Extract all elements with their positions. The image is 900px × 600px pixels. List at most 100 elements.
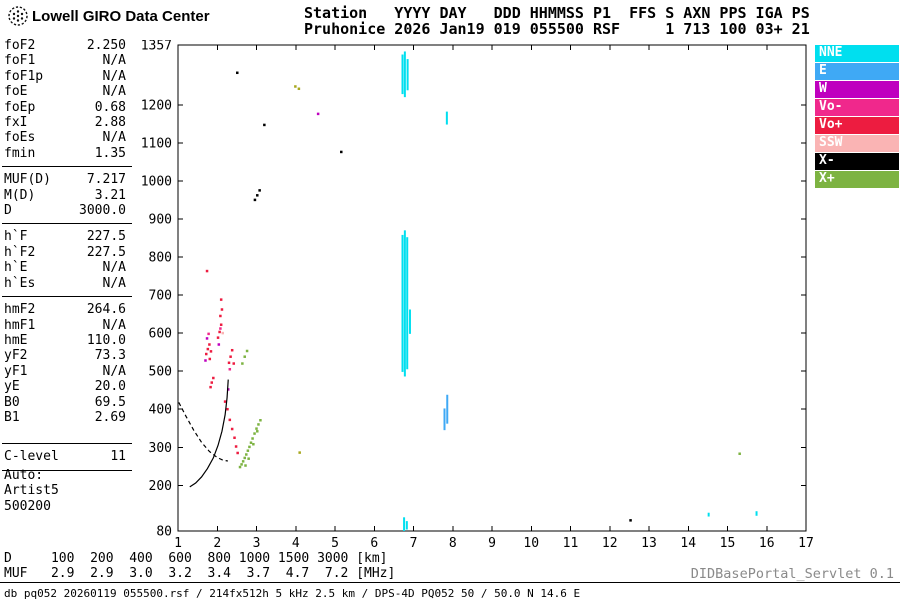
echo-segment-E <box>446 394 449 424</box>
echo-segment-E <box>443 408 446 431</box>
x-tick-label: 4 <box>292 536 300 551</box>
echo-point-Vo+ <box>205 352 208 356</box>
x-tick-label: 13 <box>641 536 657 551</box>
param-value: 227.5 <box>86 244 126 260</box>
param-label: MUF(D) <box>4 172 51 188</box>
echo-point-Vo+ <box>228 418 232 422</box>
y-tick-label: 900 <box>149 212 172 227</box>
y-tick-label: 1100 <box>141 136 172 151</box>
echo-point-X+ <box>238 465 242 469</box>
echo-point-Vo+ <box>220 308 224 311</box>
echo-point-Vo+ <box>206 347 210 351</box>
param-value: 3.21 <box>94 187 126 203</box>
station-header-labels: Station YYYY DAY DDD HHMMSS P1 FFS S AXN… <box>304 4 810 22</box>
param-row: hmF2 264.6 <box>2 302 132 317</box>
param-label: h`F <box>4 229 28 245</box>
param-row: hmE 110.0 <box>2 333 132 348</box>
param-label: foEp <box>4 99 36 115</box>
echo-point-X+ <box>245 453 248 456</box>
param-row: foE N/A <box>2 84 132 99</box>
param-label: yE <box>4 379 20 395</box>
echo-point-X- <box>236 71 239 75</box>
echo-point-other <box>298 451 301 454</box>
x-tick-label: 12 <box>602 536 618 551</box>
param-label: h`Es <box>4 275 36 291</box>
echo-segment-NNE <box>408 309 411 334</box>
param-value: 3000.0 <box>79 203 126 219</box>
footer-divider <box>0 582 900 583</box>
param-value: 2.69 <box>94 409 126 425</box>
param-row: fxI 2.88 <box>2 115 132 130</box>
echo-point-X+ <box>251 437 254 440</box>
param-row: B0 69.5 <box>2 395 132 410</box>
param-row: foF2 2.250 <box>2 38 132 53</box>
param-group: hmF2 264.6 hmF1 N/A hmE 110.0 yF2 73.3 yF1 N/A yE 2… <box>2 302 132 445</box>
y-tick-label: 500 <box>149 365 172 380</box>
servlet-version-label: DIDBasePortal_Servlet 0.1 <box>690 566 894 582</box>
x-tick-label: 10 <box>523 536 539 551</box>
y-tick-label: 200 <box>149 479 172 494</box>
param-label: fxI <box>4 115 28 131</box>
echo-point-X- <box>258 189 261 192</box>
echo-point-Vo- <box>228 368 232 371</box>
legend-item-NNE: NNE <box>815 45 899 62</box>
y-tick-label: 800 <box>149 250 172 265</box>
param-value: 11 <box>110 449 126 465</box>
echo-point-X+ <box>255 427 258 430</box>
station-header-values: Pruhonice 2026 Jan19 019 055500 RSF 1 71… <box>304 20 810 38</box>
param-value: 110.0 <box>86 332 126 348</box>
echo-point-Vo+ <box>218 330 221 334</box>
param-row: h`F2 227.5 <box>2 245 132 260</box>
echo-point-X+ <box>249 441 253 444</box>
echo-point-other <box>297 87 301 91</box>
d-muf-table: D 100 200 400 600 800 1000 1500 3000 [km… <box>4 551 395 581</box>
echo-point-Vo+ <box>219 314 222 318</box>
y-tick-label: 80 <box>156 525 172 540</box>
legend-item-E: E <box>815 63 899 80</box>
plot-frame <box>177 44 807 532</box>
station-header: Station YYYY DAY DDD HHMMSS P1 FFS S AXN… <box>304 5 810 37</box>
echo-segment-NNE <box>403 517 406 531</box>
param-row: MUF(D) 7.217 <box>2 172 132 187</box>
legend-item-Vo-: Vo- <box>815 99 899 116</box>
echo-point-X+ <box>244 464 247 467</box>
param-label: h`F2 <box>4 244 36 260</box>
x-tick-label: 7 <box>410 536 418 551</box>
echo-point-Vo- <box>207 332 210 336</box>
auto-version: 500200 <box>4 498 51 514</box>
echo-point-Vo+ <box>229 355 232 358</box>
param-row: yF1 N/A <box>2 364 132 379</box>
echo-point-Vo+ <box>226 407 229 411</box>
echo-point-Vo+ <box>232 362 235 365</box>
param-label: foF2 <box>4 38 36 53</box>
y-tick-label: 1000 <box>141 174 172 189</box>
param-row: h`E N/A <box>2 260 132 275</box>
param-label: B1 <box>4 409 20 425</box>
parameter-panel: foF2 2.250 foF1 N/A foF1p N/A foE N/A foEp 0.68 fx… <box>2 38 132 476</box>
x-tick-label: 8 <box>449 536 457 551</box>
echo-segment-NNE <box>403 51 406 98</box>
param-label: M(D) <box>4 187 36 203</box>
param-value: 1.35 <box>94 145 126 161</box>
echo-segment-NNE <box>401 54 404 95</box>
param-value: N/A <box>102 130 126 146</box>
param-label: D <box>4 203 12 219</box>
echo-point-Vo+ <box>209 385 212 389</box>
param-group: foF2 2.250 foF1 N/A foF1p N/A foE N/A foEp 0.68 fx… <box>2 38 132 168</box>
param-label: foF1 <box>4 53 36 69</box>
x-tick-label: 2 <box>213 536 221 551</box>
echo-point-X+ <box>241 362 244 365</box>
echo-point-SSW <box>221 331 224 335</box>
echo-segment-NNE <box>445 111 448 125</box>
echo-point-Vo+ <box>219 298 223 301</box>
echo-point-Vo+ <box>223 400 227 403</box>
param-value: 20.0 <box>94 379 126 395</box>
echo-type-legend: NNE E W Vo- Vo+ SSW X- X+ <box>815 45 899 189</box>
auto-program: Artist5 <box>4 483 59 499</box>
echo-point-Vo+ <box>216 336 220 339</box>
echo-segment-NNE <box>406 237 409 370</box>
y-tick-label: 1357 <box>141 40 172 54</box>
param-value: 7.217 <box>86 172 126 188</box>
echo-point-X- <box>629 519 632 522</box>
